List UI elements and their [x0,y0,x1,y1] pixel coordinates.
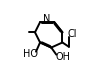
Text: N: N [43,14,51,24]
Text: OH: OH [55,52,70,62]
Text: HO: HO [23,49,38,59]
Text: Cl: Cl [67,29,77,39]
